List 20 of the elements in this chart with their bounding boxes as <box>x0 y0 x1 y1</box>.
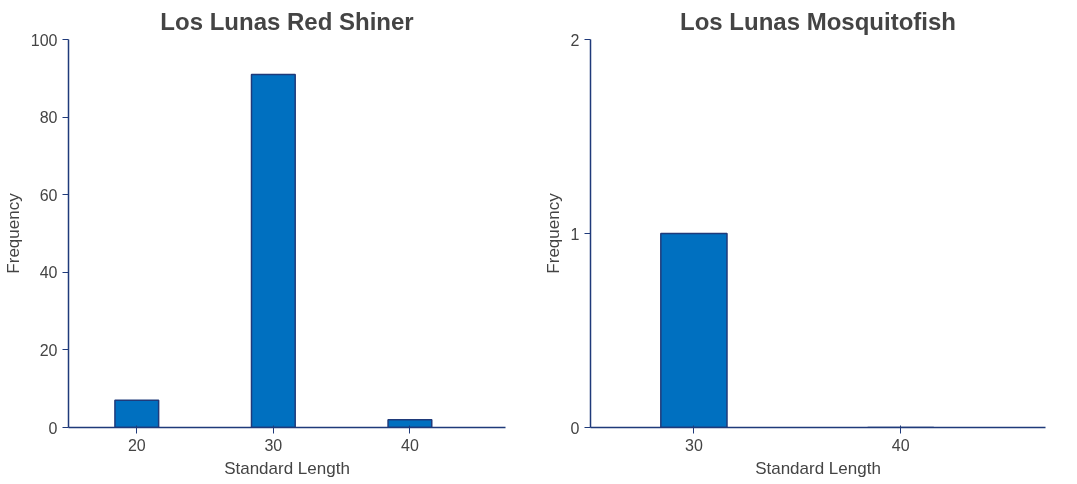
y-tick-label: 40 <box>39 264 58 282</box>
x-axis-title: Standard Length <box>224 458 350 478</box>
x-tick-label: 40 <box>401 436 419 454</box>
x-tick-label: 30 <box>685 436 703 454</box>
y-tick-label: 0 <box>48 419 58 437</box>
y-tick-label: 100 <box>30 31 58 49</box>
y-axis-title: Frequency <box>543 192 563 274</box>
x-tick-label: 40 <box>891 436 910 454</box>
chart-title: Los Lunas Mosquitofish <box>680 7 957 35</box>
y-tick-label: 60 <box>39 186 58 204</box>
x-tick-label: 20 <box>127 436 146 454</box>
y-tick-label: 2 <box>570 31 580 49</box>
chart-title: Los Lunas Red Shiner <box>160 7 414 35</box>
y-axis-title: Frequency <box>3 192 23 274</box>
y-tick-label: 20 <box>39 341 58 359</box>
x-tick-label: 30 <box>264 436 283 454</box>
y-tick-label: 80 <box>39 109 58 127</box>
y-tick-label: 1 <box>570 225 580 243</box>
y-tick-label: 0 <box>570 419 580 437</box>
x-axis-title: Standard Length <box>755 458 881 478</box>
